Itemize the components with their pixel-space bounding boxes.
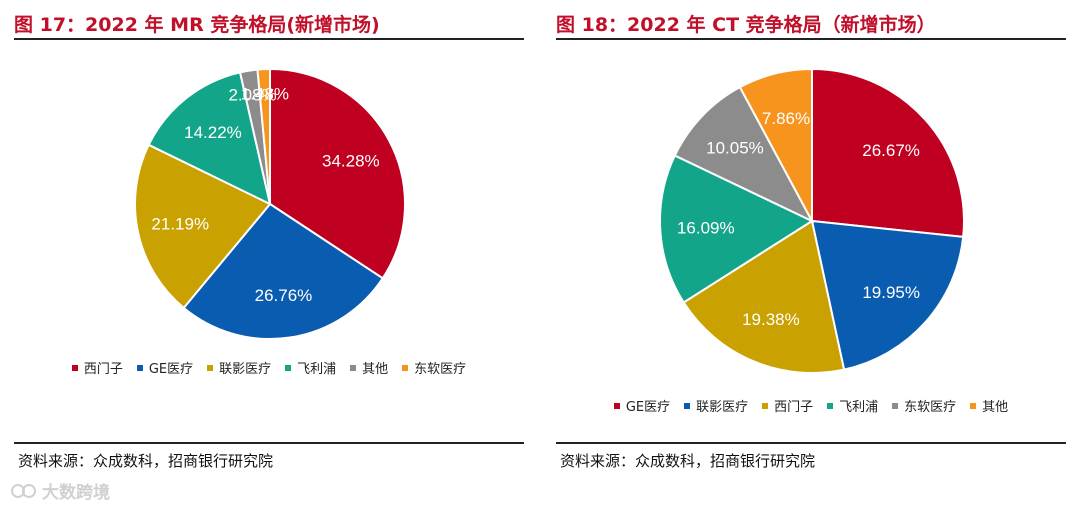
legend-swatch: [684, 402, 691, 409]
slice-value-label: 21.19%: [151, 214, 209, 233]
legend-label: 西门子: [83, 362, 123, 377]
legend-swatch: [892, 402, 899, 409]
ct-pie-chart: 26.67% 19.95% 19.38% 16.09% 10.05% 7.86%: [659, 67, 965, 374]
slice-value-label: 1.48%: [241, 84, 289, 103]
legend-item: 西门子: [762, 396, 813, 415]
pie-slice: [811, 67, 965, 239]
slice-value-label: 16.09%: [677, 218, 735, 237]
title-divider: [14, 38, 524, 40]
legend-label: 联影医疗: [219, 362, 272, 377]
source-divider: [14, 442, 524, 444]
legend-item: 东软医疗: [402, 358, 466, 377]
chart-panel-ct: 图 18：2022 年 CT 竞争格局（新增市场） 26.67% 19.95% 19…: [556, 0, 1066, 511]
pie-slice: [134, 143, 272, 310]
slice-value-label: 26.76%: [255, 286, 313, 305]
chart-panel-mr: 图 17：2022 年 MR 竞争格局(新增市场) 34.28% 26.76% 21…: [14, 0, 524, 511]
ct-legend: GE医疗 联影医疗 西门子 飞利浦 东软医疗 其他: [556, 396, 1066, 415]
chart-title-mr: 图 17：2022 年 MR 竞争格局(新增市场): [14, 14, 380, 36]
slice-value-label: 7.86%: [762, 109, 810, 128]
legend-label: 其他: [362, 362, 389, 377]
mr-legend: 西门子 GE医疗 联影医疗 飞利浦 其他 东软医疗: [14, 358, 524, 377]
legend-item: GE医疗: [136, 358, 194, 377]
legend-label: 其他: [982, 400, 1009, 415]
legend-swatch: [402, 364, 409, 371]
legend-swatch: [136, 364, 143, 371]
slice-value-label: 19.95%: [862, 283, 920, 302]
legend-item: 西门子: [71, 358, 123, 377]
pie-slice: [738, 67, 813, 222]
legend-item: 其他: [970, 396, 1008, 415]
legend-swatch: [350, 364, 357, 371]
slice-value-label: 14.22%: [184, 123, 242, 142]
pie-slice: [810, 219, 965, 371]
legend-swatch: [970, 402, 977, 409]
slice-value-label: 34.28%: [322, 151, 380, 170]
legend-item: 联影医疗: [207, 358, 271, 377]
title-divider: [556, 38, 1066, 40]
legend-swatch: [827, 402, 834, 409]
legend-swatch: [762, 402, 769, 409]
source-note-ct: 资料来源：众成数科，招商银行研究院: [560, 452, 816, 470]
pie-slice: [182, 202, 385, 340]
legend-item: 飞利浦: [285, 358, 336, 377]
legend-item: GE医疗: [613, 396, 671, 415]
legend-label: 东软医疗: [414, 362, 467, 377]
legend-label: 东软医疗: [904, 400, 957, 415]
pie-slice: [673, 85, 815, 224]
watermark-text: 大数跨境: [42, 483, 110, 503]
pie-slice: [682, 219, 846, 374]
legend-label: GE医疗: [148, 362, 194, 377]
pie-slice: [147, 71, 272, 206]
pie-slice: [256, 67, 271, 205]
legend-label: GE医疗: [625, 400, 671, 415]
watermark: 大数跨境: [10, 478, 110, 503]
legend-label: 飞利浦: [297, 362, 337, 377]
slice-value-label: 19.38%: [742, 310, 800, 329]
legend-swatch: [71, 364, 78, 371]
legend-item: 其他: [350, 358, 388, 377]
watermark-logo-icon: [11, 483, 36, 498]
mr-pie-chart: 34.28% 26.76% 21.19% 14.22% 2.08%1.48%: [134, 67, 406, 340]
chart-title-ct: 图 18：2022 年 CT 竞争格局（新增市场）: [556, 14, 936, 36]
slice-value-label: 26.67%: [862, 141, 920, 160]
legend-swatch: [207, 364, 214, 371]
legend-item: 飞利浦: [827, 396, 878, 415]
legend-label: 飞利浦: [839, 400, 879, 415]
source-divider: [556, 442, 1066, 444]
source-note-mr: 资料来源：众成数科，招商银行研究院: [18, 452, 274, 470]
legend-item: 联影医疗: [684, 396, 748, 415]
legend-label: 联影医疗: [696, 400, 749, 415]
slice-value-label: 10.05%: [706, 139, 764, 158]
legend-label: 西门子: [774, 400, 814, 415]
legend-swatch: [285, 364, 292, 371]
pie-slice: [659, 154, 815, 304]
slice-value-label: 2.08%: [228, 86, 276, 105]
legend-swatch: [613, 402, 620, 409]
legend-item: 东软医疗: [892, 396, 956, 415]
